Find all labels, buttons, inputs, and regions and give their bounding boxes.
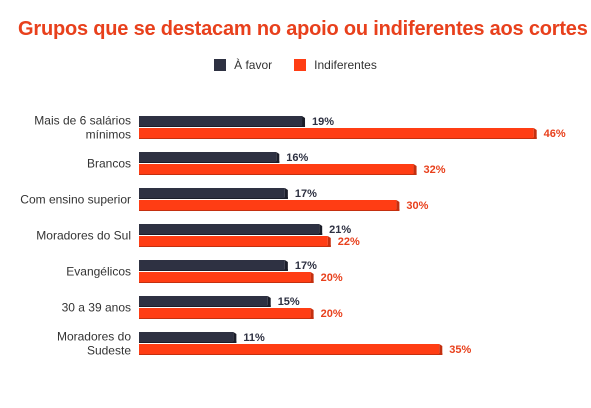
chart-title: Grupos que se destacam no apoio ou indif… bbox=[18, 18, 588, 40]
category-label: mínimos bbox=[86, 128, 131, 142]
bar bbox=[139, 200, 397, 210]
data-label: 17% bbox=[295, 188, 317, 200]
bar bbox=[139, 332, 234, 342]
bar bbox=[139, 188, 285, 198]
category-label: Sudeste bbox=[87, 344, 131, 358]
bar-side bbox=[310, 272, 314, 283]
data-label: 20% bbox=[321, 272, 343, 284]
bar-side bbox=[302, 116, 306, 127]
data-label: 11% bbox=[243, 332, 265, 344]
data-label: 22% bbox=[338, 236, 360, 248]
legend-swatch-a-favor bbox=[214, 59, 227, 71]
category-label: Moradores do Sul bbox=[36, 229, 131, 243]
bar bbox=[139, 128, 534, 138]
bar bbox=[139, 236, 328, 246]
category-label: 30 a 39 anos bbox=[62, 301, 131, 315]
category-label: Brancos bbox=[87, 157, 131, 171]
bar-side bbox=[439, 344, 443, 355]
legend-item-a-favor: À favor bbox=[214, 58, 272, 72]
bar bbox=[139, 344, 440, 354]
bar bbox=[139, 116, 303, 126]
data-label: 19% bbox=[312, 116, 334, 128]
legend: À favor Indiferentes bbox=[0, 58, 591, 72]
bar-side bbox=[267, 296, 271, 307]
bar-side bbox=[233, 332, 237, 343]
bar bbox=[139, 296, 268, 306]
legend-item-indiferentes: Indiferentes bbox=[294, 58, 377, 72]
data-label: 17% bbox=[295, 260, 317, 272]
data-label: 32% bbox=[424, 164, 446, 176]
bar bbox=[139, 224, 320, 234]
legend-label-indiferentes: Indiferentes bbox=[314, 58, 377, 72]
bar-side bbox=[319, 224, 323, 235]
data-label: 15% bbox=[278, 296, 300, 308]
category-label: Evangélicos bbox=[66, 265, 131, 279]
bar bbox=[139, 164, 414, 174]
bar-side bbox=[284, 188, 288, 199]
category-label: Com ensino superior bbox=[20, 193, 131, 207]
category-label: Mais de 6 salários bbox=[34, 114, 131, 128]
bar-side bbox=[310, 308, 314, 319]
data-label: 20% bbox=[321, 308, 343, 320]
bar-side bbox=[284, 260, 288, 271]
category-label: Moradores do bbox=[57, 330, 131, 344]
legend-swatch-indiferentes bbox=[294, 59, 307, 71]
bar bbox=[139, 152, 277, 162]
bar bbox=[139, 308, 311, 318]
data-label: 30% bbox=[406, 200, 428, 212]
bar-side bbox=[413, 164, 417, 175]
legend-label-a-favor: À favor bbox=[234, 58, 273, 72]
data-label: 35% bbox=[449, 344, 471, 356]
bar-side bbox=[533, 128, 537, 139]
bar-side bbox=[327, 236, 331, 247]
bar bbox=[139, 260, 285, 270]
data-label: 21% bbox=[329, 224, 351, 236]
data-label: 46% bbox=[544, 128, 566, 140]
bar-side bbox=[396, 200, 400, 211]
bar bbox=[139, 272, 311, 282]
data-label: 16% bbox=[286, 152, 308, 164]
bar-side bbox=[276, 152, 280, 163]
